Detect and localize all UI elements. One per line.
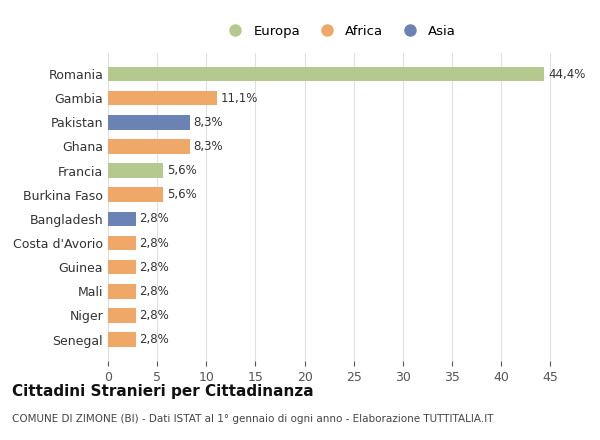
Text: 8,3%: 8,3% xyxy=(194,116,223,129)
Legend: Europa, Africa, Asia: Europa, Africa, Asia xyxy=(217,19,461,43)
Bar xyxy=(108,187,163,202)
Bar xyxy=(108,284,136,298)
Text: 5,6%: 5,6% xyxy=(167,164,197,177)
Text: 2,8%: 2,8% xyxy=(139,260,169,274)
Text: COMUNE DI ZIMONE (BI) - Dati ISTAT al 1° gennaio di ogni anno - Elaborazione TUT: COMUNE DI ZIMONE (BI) - Dati ISTAT al 1°… xyxy=(12,414,493,425)
Bar xyxy=(108,260,136,275)
Text: Cittadini Stranieri per Cittadinanza: Cittadini Stranieri per Cittadinanza xyxy=(12,384,314,399)
Text: 11,1%: 11,1% xyxy=(221,92,259,105)
Bar xyxy=(108,139,190,154)
Bar xyxy=(108,212,136,226)
Text: 2,8%: 2,8% xyxy=(139,333,169,346)
Text: 2,8%: 2,8% xyxy=(139,237,169,249)
Text: 2,8%: 2,8% xyxy=(139,309,169,322)
Text: 5,6%: 5,6% xyxy=(167,188,197,201)
Text: 8,3%: 8,3% xyxy=(194,140,223,153)
Bar xyxy=(108,236,136,250)
Bar xyxy=(108,67,544,81)
Bar xyxy=(108,163,163,178)
Bar xyxy=(108,115,190,129)
Text: 2,8%: 2,8% xyxy=(139,213,169,225)
Bar xyxy=(108,332,136,347)
Bar xyxy=(108,308,136,323)
Bar xyxy=(108,91,217,106)
Text: 2,8%: 2,8% xyxy=(139,285,169,298)
Text: 44,4%: 44,4% xyxy=(548,68,586,81)
